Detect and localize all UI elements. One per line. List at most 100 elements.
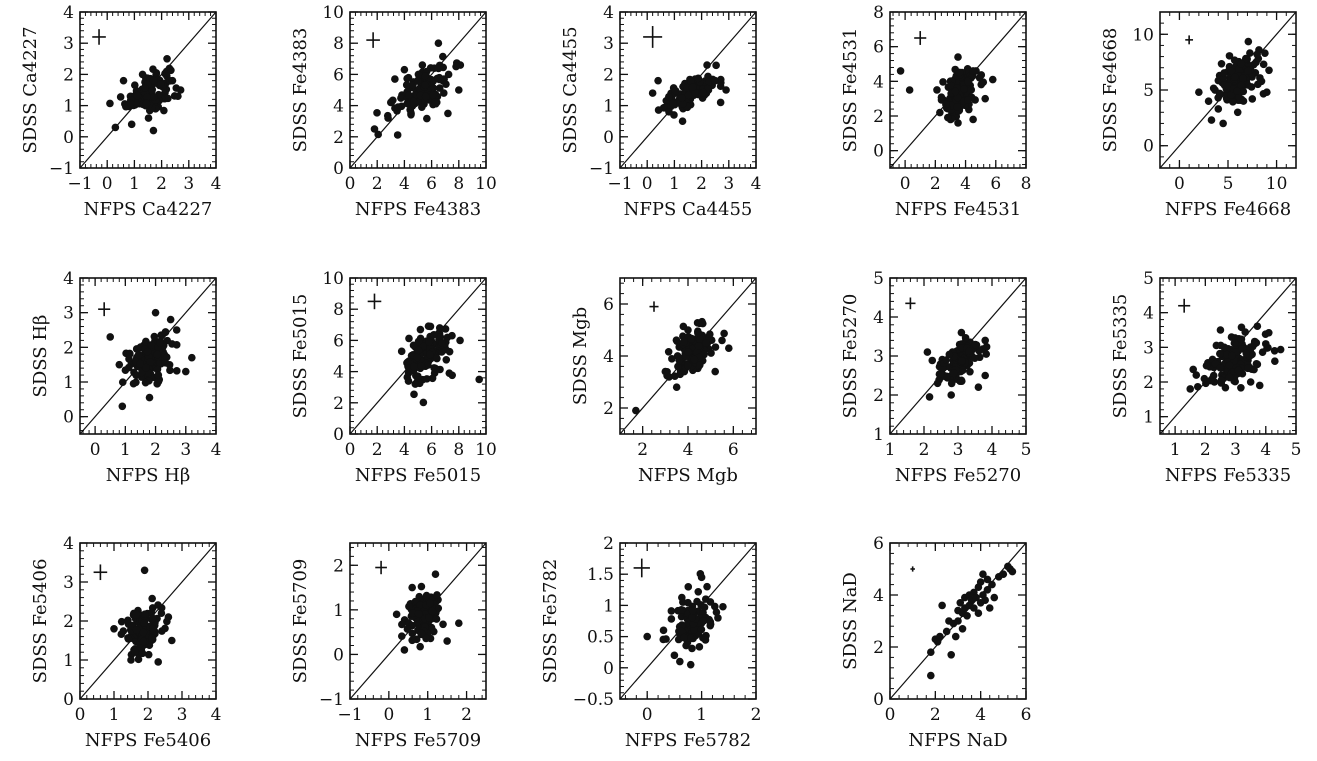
data-point	[432, 615, 441, 623]
data-point	[444, 70, 453, 79]
y-axis-label: SDSS Ca4227	[20, 26, 41, 153]
data-point	[1216, 349, 1224, 358]
data-point	[680, 633, 688, 642]
x-tick-label: 0	[642, 174, 653, 194]
data-point	[664, 347, 673, 356]
x-tick-label: 8	[1021, 174, 1032, 194]
plot-frame	[79, 11, 217, 169]
data-point	[943, 113, 952, 122]
data-point	[686, 634, 695, 643]
data-point	[677, 627, 686, 636]
data-point	[985, 604, 994, 612]
data-point	[429, 91, 438, 99]
data-point	[678, 100, 687, 108]
data-point	[695, 335, 704, 343]
x-tick-label: 4	[1260, 440, 1271, 460]
y-tick-label: 1	[603, 97, 614, 117]
data-point	[1227, 67, 1236, 76]
data-point	[439, 52, 447, 61]
data-point	[149, 65, 157, 74]
data-point	[668, 355, 676, 363]
data-point	[149, 76, 158, 85]
data-point	[1244, 364, 1252, 373]
y-axis-label: SDSS Fe5335	[1110, 294, 1131, 419]
data-point	[1225, 361, 1234, 370]
y-axis-label: SDSS NaD	[840, 572, 861, 670]
data-point	[958, 356, 966, 365]
data-point	[703, 61, 711, 69]
data-point	[716, 82, 725, 91]
data-point	[134, 655, 143, 664]
data-point	[1230, 56, 1239, 64]
y-tick-label: 4	[603, 347, 614, 367]
data-point	[125, 349, 134, 358]
y-tick-label: 4	[63, 269, 74, 289]
data-point	[928, 356, 937, 365]
x-tick-label: 1	[669, 174, 680, 194]
data-point	[718, 336, 726, 345]
x-tick-label: 2	[156, 174, 167, 194]
data-point	[144, 114, 153, 122]
data-point	[434, 39, 443, 47]
data-point	[990, 593, 999, 602]
data-point	[988, 580, 996, 589]
data-point	[132, 371, 141, 380]
plot-frame	[889, 11, 1027, 169]
data-point	[1206, 376, 1215, 385]
data-point	[439, 620, 447, 629]
data-point	[414, 372, 422, 380]
data-point	[936, 108, 944, 117]
data-point	[455, 619, 463, 628]
data-point	[1195, 88, 1203, 97]
y-tick-label: 6	[873, 38, 884, 58]
y-tick-label: 2	[63, 612, 74, 632]
data-point	[417, 629, 426, 638]
data-point	[188, 353, 196, 362]
data-point	[452, 62, 460, 71]
x-tick-label: 4	[211, 705, 222, 725]
x-tick-label: 2	[751, 705, 762, 725]
x-axis-label: NFPS Fe4668	[1165, 199, 1291, 220]
data-point	[391, 75, 399, 83]
data-point	[117, 617, 126, 626]
data-point	[933, 379, 942, 388]
y-tick-label: 2	[603, 534, 614, 554]
data-point	[701, 636, 710, 644]
x-axis-label: NFPS Mgb	[638, 465, 738, 486]
x-axis-label: NFPS Fe5406	[85, 730, 211, 751]
data-point	[393, 131, 402, 139]
data-point	[949, 369, 958, 378]
y-axis-label: SDSS Fe4383	[290, 28, 311, 153]
data-point	[373, 109, 381, 117]
data-point	[1244, 67, 1252, 75]
data-point	[176, 86, 185, 94]
x-tick-label: 2	[372, 174, 383, 194]
y-tick-label: 4	[63, 534, 74, 554]
data-point	[397, 94, 405, 102]
panel-12: −1 0 1 2 −1 0 1 2 NFPS Fe5709 SDSS Fe5709	[290, 542, 487, 751]
data-point	[1263, 88, 1271, 97]
data-point	[720, 329, 728, 338]
data-point	[441, 325, 450, 333]
data-point	[145, 393, 154, 402]
data-point	[1217, 376, 1226, 385]
y-tick-label: 1	[333, 601, 344, 621]
data-point	[969, 115, 977, 124]
x-tick-label: 6	[426, 174, 437, 194]
data-point	[416, 325, 425, 334]
data-point	[438, 339, 446, 348]
data-point	[684, 326, 692, 334]
data-point	[1246, 49, 1254, 57]
data-point	[414, 610, 423, 618]
data-point	[1219, 119, 1227, 128]
data-point	[161, 624, 169, 633]
data-point	[142, 99, 151, 108]
data-point	[684, 91, 693, 100]
y-axis-label: SDSS Hβ	[30, 315, 51, 398]
data-point	[963, 612, 971, 620]
data-point	[694, 342, 703, 350]
y-tick-label: 6	[333, 331, 344, 351]
